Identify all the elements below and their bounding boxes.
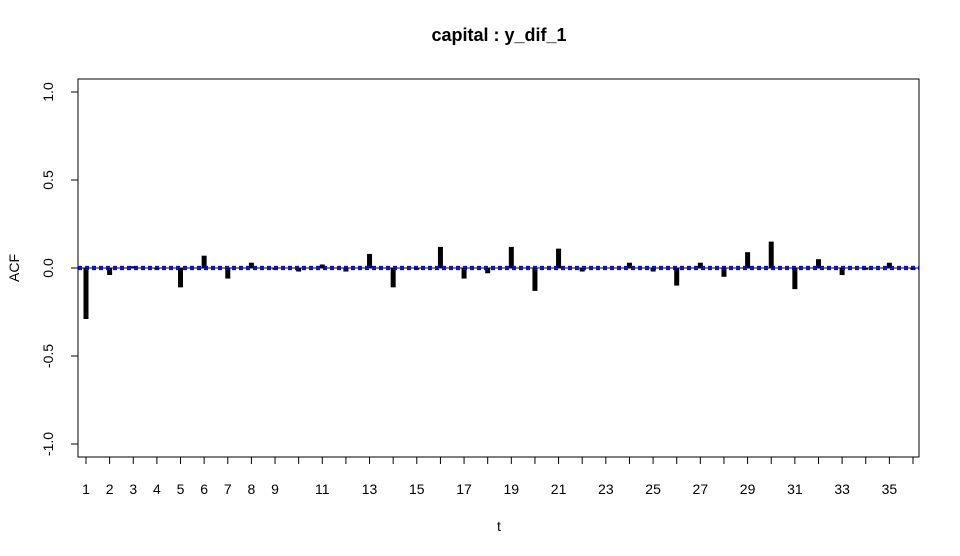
y-tick-label: -1.0 <box>40 432 56 456</box>
x-tick-label: 15 <box>409 481 425 497</box>
x-tick-label: 19 <box>504 481 520 497</box>
x-tick-label: 11 <box>315 481 330 497</box>
x-tick-label: 6 <box>200 481 208 497</box>
acf-bars <box>83 241 916 320</box>
y-axis-label: ACF <box>6 254 22 282</box>
x-tick-label: 31 <box>787 481 803 497</box>
y-tick-label: -0.5 <box>40 344 56 368</box>
y-tick-label: 1.0 <box>40 82 56 102</box>
x-tick-label: 21 <box>551 481 567 497</box>
x-tick-label: 3 <box>129 481 137 497</box>
x-axis: 1 2 3 4 5 6 7 8 9 11 13 15 17 19 21 23 25 27 29 31 33 35 <box>82 457 914 497</box>
x-tick-label: 29 <box>740 481 756 497</box>
x-tick-label: 5 <box>177 481 185 497</box>
x-tick-label: 8 <box>248 481 256 497</box>
x-tick-label: 23 <box>598 481 614 497</box>
x-tick-label: 25 <box>645 481 661 497</box>
x-tick-label: 7 <box>224 481 232 497</box>
y-tick-label: 0.5 <box>40 170 56 190</box>
x-tick-label: 13 <box>362 481 378 497</box>
x-tick-label: 33 <box>834 481 850 497</box>
chart-title: capital : y_dif_1 <box>431 25 566 45</box>
x-tick-label: 4 <box>153 481 161 497</box>
x-axis-label: t <box>497 518 501 534</box>
x-tick-label: 17 <box>456 481 472 497</box>
confidence-band <box>78 265 919 271</box>
x-tick-label: 9 <box>271 481 279 497</box>
x-tick-label: 2 <box>106 481 114 497</box>
x-tick-label: 35 <box>882 481 898 497</box>
x-tick-label: 27 <box>693 481 709 497</box>
y-axis: -1.0 -0.5 0.0 0.5 1.0 <box>40 82 78 456</box>
y-tick-label: 0.0 <box>40 258 56 278</box>
x-tick-label: 1 <box>82 481 90 497</box>
